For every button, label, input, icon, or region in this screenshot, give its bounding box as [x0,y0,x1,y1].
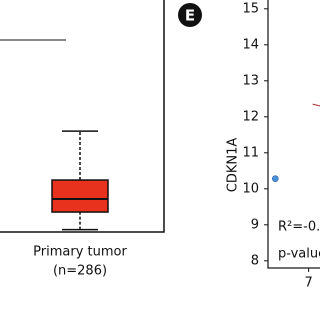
y-tick-label: 11 [242,145,259,160]
annotation: p-value [278,247,320,262]
sample-size-label: (n=286) [53,264,107,279]
box [51,179,109,213]
fit-line [312,103,320,107]
panel-badge [178,3,202,27]
y-tick-label: 10 [242,181,259,196]
y-tick-label: 12 [242,109,259,124]
panel-label: E [185,7,195,25]
y-axis-label: CDKN1A [226,138,241,193]
y-tick-label: 14 [242,37,259,52]
left-frame [0,0,165,233]
annotation: R²=-0.1 [278,220,320,235]
y-tick-label: 15 [242,1,259,16]
y-tick-label: 9 [251,217,259,232]
x-tick-label: 7 [304,276,312,291]
x-tick-label: Primary tumor [33,245,127,260]
right-frame [267,0,320,269]
y-tick-label: 8 [251,253,259,268]
point [272,175,279,183]
y-tick-label: 13 [242,73,259,88]
